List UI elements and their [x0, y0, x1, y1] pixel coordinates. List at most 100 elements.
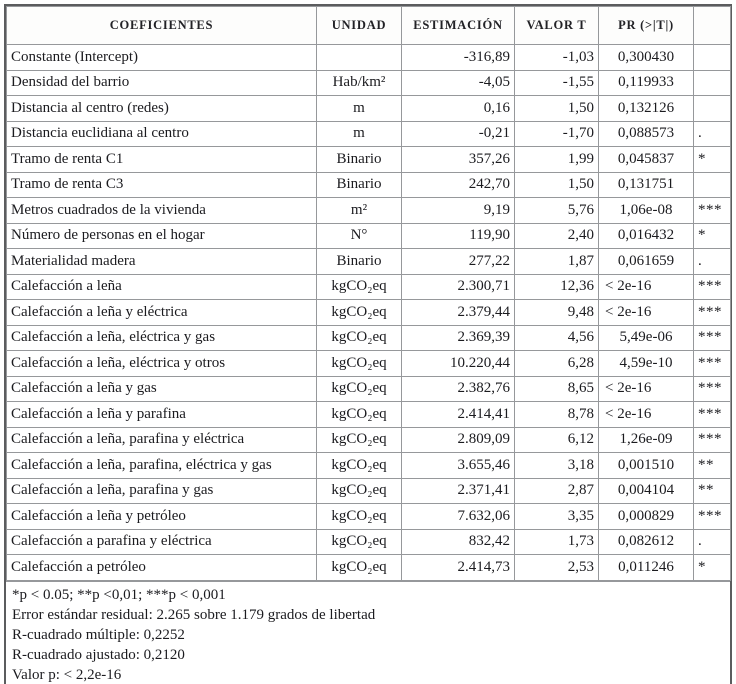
cell-unidad: kgCO₂eq [316, 452, 402, 479]
cell-pr: < 2e-16 [598, 401, 694, 428]
cell-unidad: kgCO₂eq [316, 401, 402, 428]
cell-pr: 1,26e-09 [598, 426, 694, 453]
cell-coeficiente: Constante (Intercept) [6, 44, 317, 71]
cell-unidad: Binario [316, 171, 402, 198]
cell-estimacion: 2.382,76 [401, 375, 515, 402]
table-row: Calefacción a leña y eléctrica kgCO₂eq 2… [6, 299, 731, 326]
cell-unidad [316, 44, 402, 71]
cell-coeficiente: Metros cuadrados de la vivienda [6, 197, 317, 224]
cell-coeficiente: Calefacción a leña y petróleo [6, 503, 317, 530]
column-header-valor-t: VALOR T [514, 6, 599, 45]
cell-valor-t: 9,48 [514, 299, 599, 326]
cell-significance: *** [693, 426, 731, 453]
table-row: Calefacción a leña kgCO₂eq 2.300,71 12,3… [6, 273, 731, 300]
table-row: Calefacción a leña, parafina y eléctrica… [6, 426, 731, 453]
table-body: Constante (Intercept) -316,89 -1,03 0,30… [6, 44, 731, 581]
table-row: Calefacción a leña y petróleo kgCO₂eq 7.… [6, 503, 731, 530]
regression-table-frame: COEFICIENTES UNIDAD ESTIMACIÓN VALOR T P… [4, 4, 732, 684]
column-header-pr: PR (>|T|) [598, 6, 694, 45]
footnote-r-squared-adjusted: R-cuadrado ajustado: 0,2120 [12, 647, 185, 664]
cell-estimacion: 2.371,41 [401, 477, 515, 504]
footnote-r-squared-multiple: R-cuadrado múltiple: 0,2252 [12, 626, 185, 643]
cell-unidad: kgCO₂eq [316, 426, 402, 453]
cell-valor-t: 1,99 [514, 146, 599, 173]
cell-unidad: kgCO₂eq [316, 503, 402, 530]
cell-unidad: Binario [316, 146, 402, 173]
cell-estimacion: -0,21 [401, 120, 515, 147]
cell-coeficiente: Distancia al centro (redes) [6, 95, 317, 122]
cell-estimacion: -4,05 [401, 69, 515, 96]
cell-unidad: kgCO₂eq [316, 273, 402, 300]
cell-coeficiente: Tramo de renta C1 [6, 146, 317, 173]
cell-valor-t: 1,73 [514, 528, 599, 555]
cell-unidad: kgCO₂eq [316, 375, 402, 402]
footnote-residual-std-error: Error estándar residual: 2.265 sobre 1.1… [12, 606, 376, 623]
column-header-coeficientes: COEFICIENTES [6, 6, 317, 45]
cell-valor-t: 3,35 [514, 503, 599, 530]
cell-unidad: kgCO₂eq [316, 554, 402, 581]
cell-valor-t: 12,36 [514, 273, 599, 300]
cell-estimacion: 0,16 [401, 95, 515, 122]
cell-unidad: m [316, 95, 402, 122]
cell-valor-t: -1,70 [514, 120, 599, 147]
table-row: Calefacción a leña, parafina, eléctrica … [6, 452, 731, 479]
cell-valor-t: 5,76 [514, 197, 599, 224]
cell-significance [693, 171, 731, 198]
header-row: COEFICIENTES UNIDAD ESTIMACIÓN VALOR T P… [6, 6, 731, 45]
cell-valor-t: 2,87 [514, 477, 599, 504]
cell-unidad: Binario [316, 248, 402, 275]
cell-significance: *** [693, 503, 731, 530]
cell-coeficiente: Calefacción a leña, eléctrica y gas [6, 324, 317, 351]
table-row: Distancia al centro (redes) m 0,16 1,50 … [6, 95, 731, 122]
table-row: Calefacción a parafina y eléctrica kgCO₂… [6, 528, 731, 555]
cell-coeficiente: Calefacción a leña, parafina y eléctrica [6, 426, 317, 453]
cell-estimacion: 2.369,39 [401, 324, 515, 351]
cell-estimacion: 2.414,41 [401, 401, 515, 428]
column-header-unidad: UNIDAD [316, 6, 402, 45]
table-row: Calefacción a petróleo kgCO₂eq 2.414,73 … [6, 554, 731, 581]
cell-significance: . [693, 528, 731, 555]
cell-coeficiente: Calefacción a leña, parafina y gas [6, 477, 317, 504]
cell-valor-t: -1,55 [514, 69, 599, 96]
cell-estimacion: 832,42 [401, 528, 515, 555]
cell-pr: 0,011246 [598, 554, 694, 581]
table-row: Número de personas en el hogar N° 119,90… [6, 222, 731, 249]
cell-significance: *** [693, 299, 731, 326]
cell-estimacion: 10.220,44 [401, 350, 515, 377]
table-row: Calefacción a leña, parafina y gas kgCO₂… [6, 477, 731, 504]
cell-coeficiente: Densidad del barrio [6, 69, 317, 96]
cell-pr: 0,131751 [598, 171, 694, 198]
cell-significance: *** [693, 375, 731, 402]
cell-significance: * [693, 146, 731, 173]
cell-pr: 0,004104 [598, 477, 694, 504]
cell-pr: 0,300430 [598, 44, 694, 71]
cell-valor-t: 1,50 [514, 95, 599, 122]
cell-pr: 4,59e-10 [598, 350, 694, 377]
cell-unidad: Hab/km² [316, 69, 402, 96]
cell-coeficiente: Calefacción a leña y parafina [6, 401, 317, 428]
cell-valor-t: -1,03 [514, 44, 599, 71]
cell-estimacion: 2.414,73 [401, 554, 515, 581]
cell-coeficiente: Calefacción a petróleo [6, 554, 317, 581]
table-header: COEFICIENTES UNIDAD ESTIMACIÓN VALOR T P… [6, 6, 731, 45]
cell-significance: . [693, 248, 731, 275]
cell-estimacion: -316,89 [401, 44, 515, 71]
cell-coeficiente: Materialidad madera [6, 248, 317, 275]
cell-estimacion: 2.379,44 [401, 299, 515, 326]
cell-significance [693, 69, 731, 96]
cell-coeficiente: Distancia euclidiana al centro [6, 120, 317, 147]
table-row: Constante (Intercept) -316,89 -1,03 0,30… [6, 44, 731, 71]
cell-pr: 0,061659 [598, 248, 694, 275]
cell-valor-t: 3,18 [514, 452, 599, 479]
cell-pr: 5,49e-06 [598, 324, 694, 351]
cell-valor-t: 8,65 [514, 375, 599, 402]
cell-significance [693, 95, 731, 122]
table-row: Densidad del barrio Hab/km² -4,05 -1,55 … [6, 69, 731, 96]
column-header-significance [693, 6, 731, 45]
cell-valor-t: 6,28 [514, 350, 599, 377]
cell-coeficiente: Calefacción a leña y gas [6, 375, 317, 402]
table-row: Calefacción a leña, eléctrica y otros kg… [6, 350, 731, 377]
cell-valor-t: 8,78 [514, 401, 599, 428]
cell-estimacion: 9,19 [401, 197, 515, 224]
cell-pr: 0,088573 [598, 120, 694, 147]
